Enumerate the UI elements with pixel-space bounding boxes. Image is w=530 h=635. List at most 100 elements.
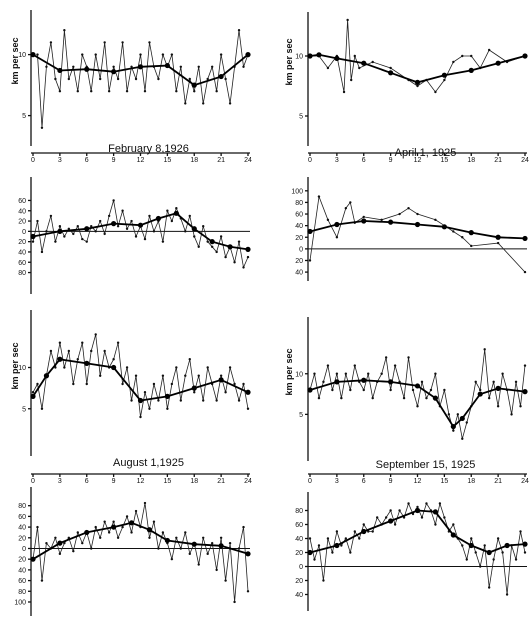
smoothed-point <box>173 210 179 216</box>
raw-point <box>170 219 174 223</box>
y-tick-label: 20 <box>295 235 303 242</box>
raw-point <box>152 382 156 386</box>
raw-point <box>340 544 343 547</box>
smoothed-point <box>191 82 197 88</box>
y-tick-label: 100 <box>291 188 303 195</box>
raw-point <box>40 579 44 582</box>
raw-point <box>210 65 214 69</box>
raw-point <box>45 541 48 545</box>
raw-point <box>434 372 437 375</box>
raw-point <box>349 551 352 554</box>
raw-point <box>116 225 120 228</box>
raw-point <box>353 54 356 58</box>
x-tick-label: 3 <box>335 478 339 485</box>
smoothed-point <box>191 226 197 232</box>
raw-point <box>40 126 44 129</box>
y-tick-label: 10 <box>295 54 303 61</box>
raw-point <box>161 240 165 243</box>
raw-point <box>148 407 151 410</box>
raw-point <box>326 218 330 222</box>
raw-point <box>90 90 93 93</box>
raw-point <box>58 552 62 556</box>
raw-point <box>375 516 379 519</box>
raw-point <box>438 502 442 505</box>
raw-point <box>152 230 156 233</box>
raw-point <box>452 523 455 526</box>
x-tick-label: 12 <box>137 157 145 164</box>
raw-point <box>425 502 428 505</box>
raw-point <box>85 382 88 386</box>
raw-point <box>175 366 178 369</box>
raw-point <box>161 374 165 377</box>
raw-point <box>461 544 464 547</box>
raw-point <box>523 551 527 554</box>
raw-point <box>193 391 196 394</box>
x-tick-label: 3 <box>335 157 339 164</box>
smoothed-point <box>57 540 63 546</box>
raw-point <box>36 382 39 386</box>
smoothed-point <box>334 221 340 228</box>
raw-point <box>107 90 111 93</box>
raw-point <box>197 65 200 69</box>
raw-point <box>98 77 102 81</box>
raw-point <box>384 516 388 519</box>
raw-point <box>36 53 39 56</box>
raw-point <box>76 358 79 361</box>
smoothed-point <box>441 72 447 78</box>
smoothed-point <box>361 218 367 224</box>
raw-point <box>197 374 200 377</box>
x-tick-label: 12 <box>414 478 422 485</box>
x-tick-label: 15 <box>440 478 448 485</box>
raw-point <box>184 230 187 233</box>
raw-series-line <box>37 30 249 128</box>
raw-series-line <box>309 501 526 595</box>
raw-point <box>353 530 356 533</box>
x-tick-label: 21 <box>217 157 225 164</box>
smoothed-point <box>522 541 528 547</box>
raw-point <box>228 102 232 105</box>
raw-point <box>326 537 330 540</box>
smoothed-point <box>388 70 394 76</box>
raw-point <box>166 209 169 212</box>
y-tick-label: 20 <box>18 535 26 542</box>
y-tick-label: 40 <box>295 592 303 599</box>
raw-point <box>215 568 218 572</box>
y-axis-label: km per sec <box>284 38 294 85</box>
smoothed-point <box>43 373 50 379</box>
x-tick-label: 15 <box>440 157 448 164</box>
raw-point <box>188 552 191 556</box>
raw-point <box>76 225 79 228</box>
raw-point <box>505 593 509 596</box>
raw-point <box>49 41 53 44</box>
raw-point <box>134 235 138 238</box>
smoothed-point <box>146 527 153 533</box>
raw-point <box>313 558 316 561</box>
raw-point <box>389 66 392 70</box>
raw-point <box>36 525 39 529</box>
chart-title: September 15, 1925 <box>376 459 476 471</box>
raw-point <box>393 364 397 367</box>
raw-point <box>407 207 410 210</box>
y-tick-label: 0 <box>299 564 303 571</box>
y-tick-label: 5 <box>22 113 26 120</box>
raw-point <box>452 230 455 233</box>
y-tick-label: 40 <box>18 249 26 256</box>
raw-point <box>40 250 44 254</box>
smoothed-point <box>414 221 421 228</box>
smoothed-point <box>361 60 367 66</box>
smoothed-point <box>30 233 36 240</box>
raw-point <box>219 235 223 238</box>
raw-point <box>40 407 44 410</box>
smoothed-point <box>227 244 233 250</box>
raw-point <box>98 219 102 223</box>
raw-point <box>148 214 151 218</box>
raw-point <box>67 227 71 230</box>
raw-point <box>470 244 473 248</box>
raw-point <box>58 225 62 228</box>
raw-point <box>322 380 325 384</box>
x-tick-label: 12 <box>137 478 145 485</box>
raw-point <box>85 240 88 243</box>
raw-point <box>496 405 500 408</box>
raw-point <box>331 388 334 392</box>
